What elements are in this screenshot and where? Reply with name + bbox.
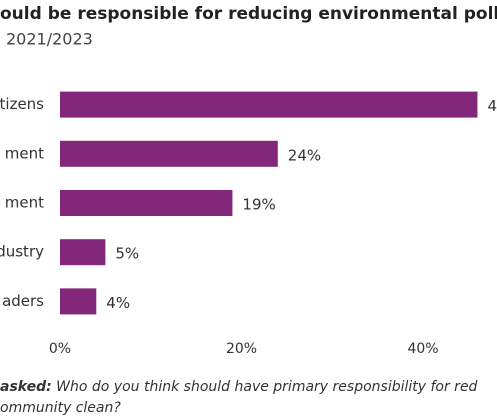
y-tick-label: ment — [5, 194, 44, 212]
chart-title: ould be responsible for reducing environ… — [0, 4, 497, 24]
chart-subtitle: 2021/2023 — [6, 30, 93, 49]
data-label: 5% — [115, 245, 139, 263]
x-tick-label: 20% — [226, 341, 257, 357]
y-tick-label: ment — [5, 144, 44, 162]
data-label: 19% — [242, 196, 275, 214]
bar — [60, 91, 478, 118]
y-tick-label: tizens — [0, 95, 44, 113]
bar — [60, 190, 233, 216]
footnote-line: ommunity clean? — [0, 400, 121, 416]
x-tick-label: 40% — [407, 341, 438, 357]
footnote-lead: asked: — [0, 379, 52, 395]
data-label: 24% — [288, 146, 321, 164]
y-tick-label: aders — [2, 292, 44, 310]
data-label: 46% — [487, 97, 497, 115]
bar — [60, 140, 278, 167]
footnote-text: Who do you think should have primary res… — [52, 379, 478, 395]
x-tick-label: 0% — [49, 341, 71, 357]
footnote: asked: Who do you think should have prim… — [0, 379, 478, 395]
data-label: 4% — [106, 294, 130, 312]
y-tick-label: dustry — [0, 243, 44, 261]
bar — [60, 288, 97, 315]
bar — [60, 239, 106, 266]
